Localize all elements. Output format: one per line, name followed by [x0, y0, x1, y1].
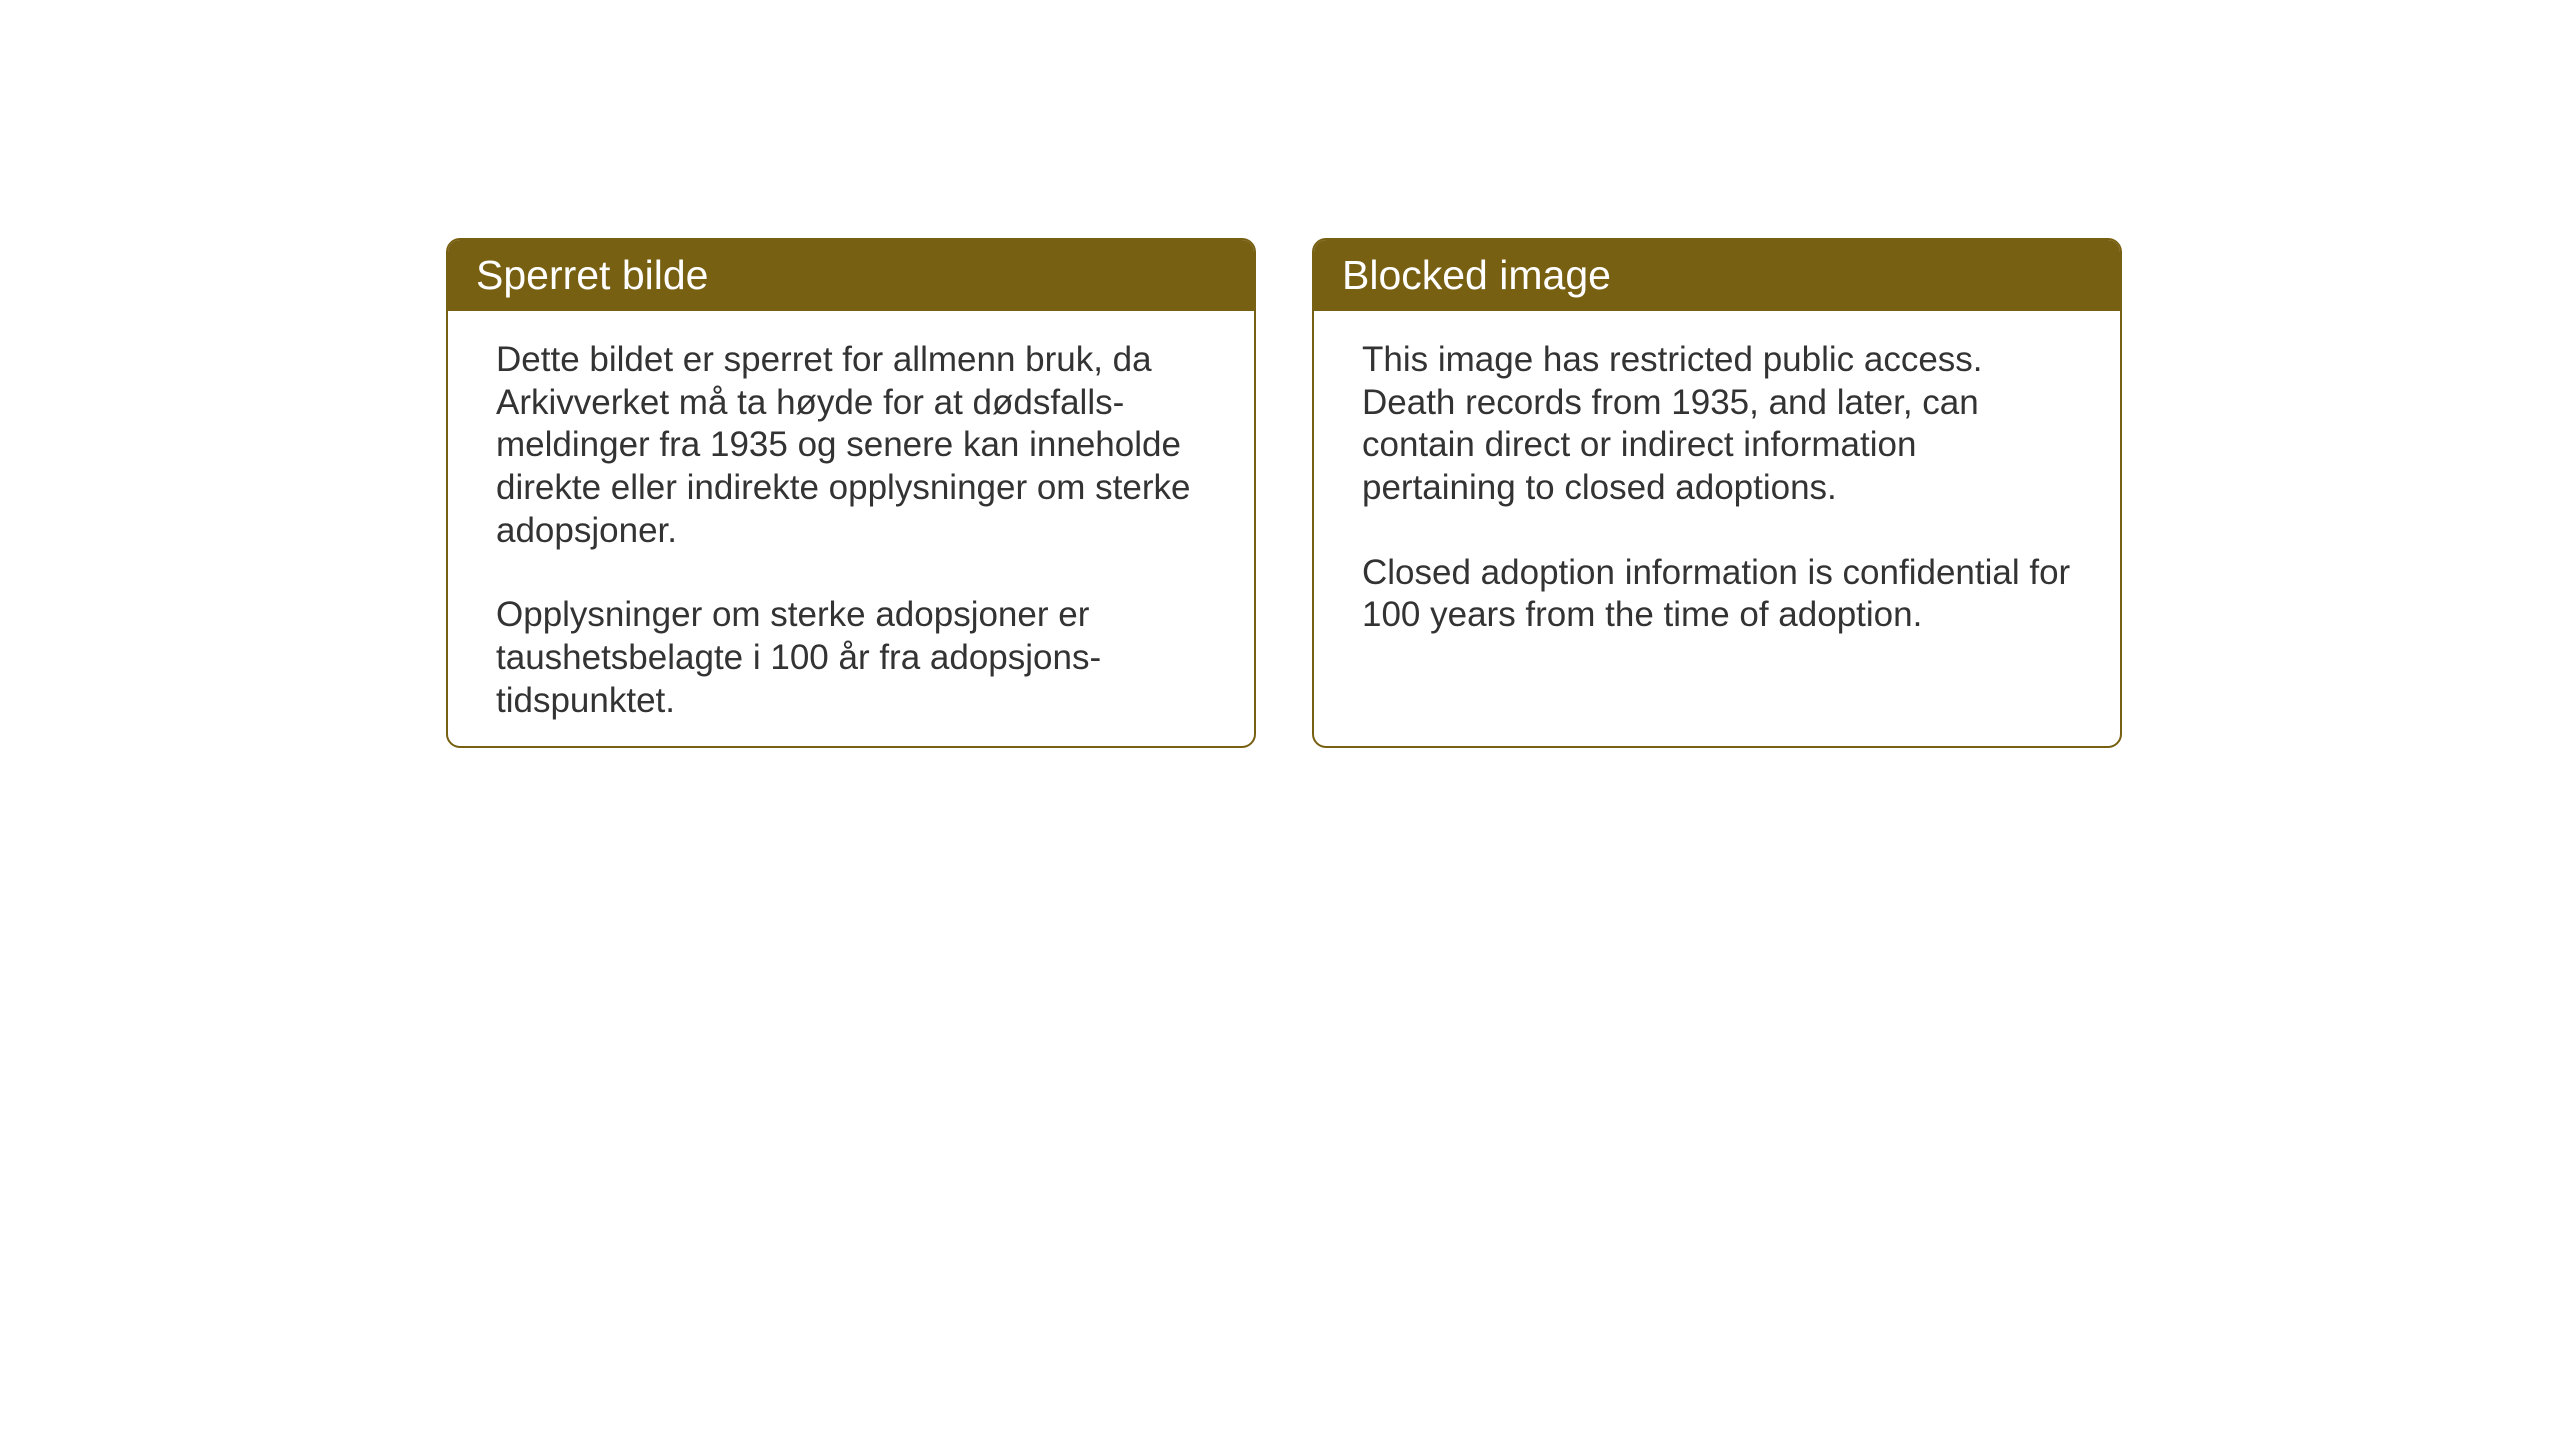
norwegian-paragraph-1: Dette bildet er sperret for allmenn bruk… — [496, 339, 1206, 552]
english-paragraph-2: Closed adoption information is confident… — [1362, 552, 2072, 637]
english-notice-card: Blocked image This image has restricted … — [1312, 238, 2122, 748]
norwegian-card-title: Sperret bilde — [448, 240, 1254, 311]
norwegian-card-body: Dette bildet er sperret for allmenn bruk… — [448, 311, 1254, 748]
english-paragraph-1: This image has restricted public access.… — [1362, 339, 2072, 510]
norwegian-notice-card: Sperret bilde Dette bildet er sperret fo… — [446, 238, 1256, 748]
norwegian-paragraph-2: Opplysninger om sterke adopsjoner er tau… — [496, 594, 1206, 722]
notice-container: Sperret bilde Dette bildet er sperret fo… — [446, 238, 2122, 748]
english-card-title: Blocked image — [1314, 240, 2120, 311]
english-card-body: This image has restricted public access.… — [1314, 311, 2120, 665]
